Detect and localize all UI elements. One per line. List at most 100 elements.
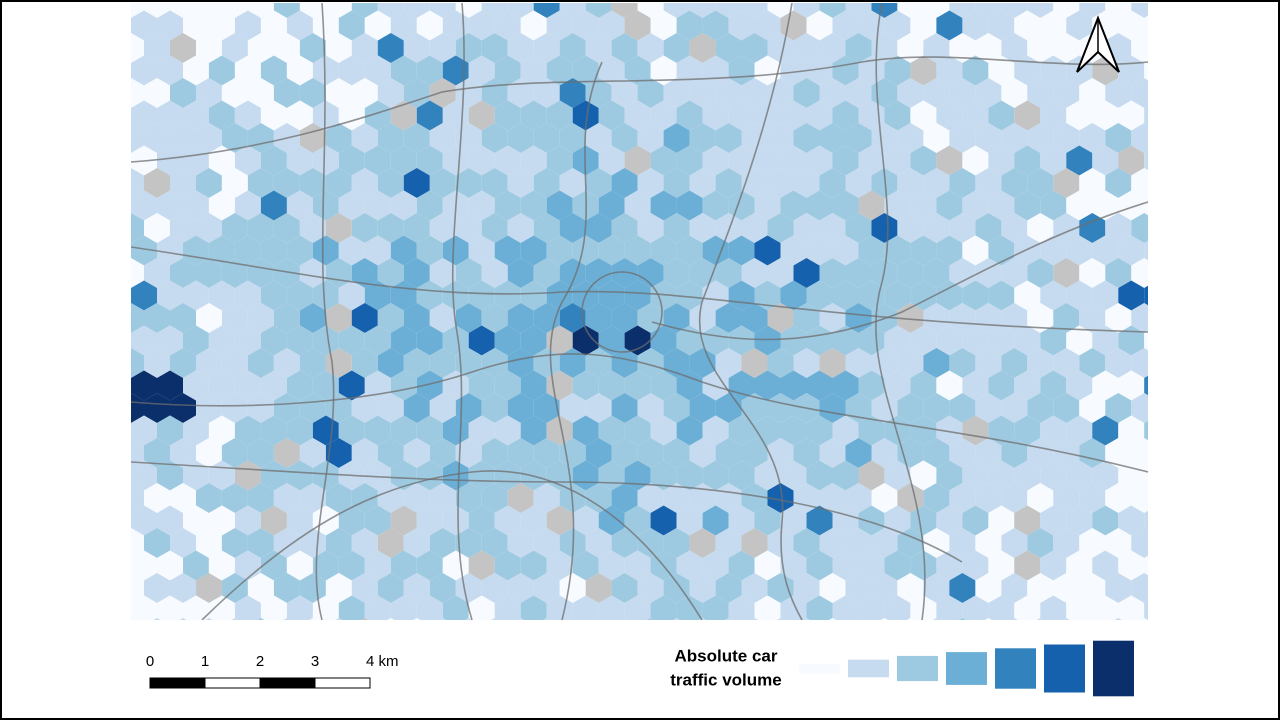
- hex-cell: [234, 595, 261, 620]
- hex-cell: [1157, 168, 1183, 198]
- hex-cell: [312, 280, 339, 311]
- hex-cell: [793, 168, 820, 198]
- hex-cell: [196, 213, 222, 243]
- hex-cell: [572, 550, 599, 581]
- hex-cell: [1079, 393, 1106, 423]
- hex-cell: [364, 280, 391, 311]
- hex-cell: [157, 100, 183, 131]
- hex-cell: [676, 415, 703, 446]
- hex-cell: [1092, 190, 1119, 221]
- hex-cell: [455, 33, 482, 63]
- hex-cell: [494, 550, 521, 581]
- hex-cell: [338, 280, 365, 311]
- hex-cell: [1027, 573, 1054, 603]
- hex-cell: [1170, 236, 1196, 266]
- hex-cell: [429, 123, 456, 153]
- hex-cell: [845, 123, 872, 153]
- hex-cell: [170, 303, 196, 333]
- hex-cell: [1027, 33, 1054, 63]
- hex-cell: [559, 303, 586, 333]
- road: [549, 61, 603, 620]
- hex-cell: [131, 168, 144, 198]
- hex-cell: [897, 213, 924, 243]
- hex-cell: [650, 190, 677, 221]
- hex-cell: [845, 78, 872, 108]
- hex-cell: [170, 168, 196, 198]
- hex-cell: [131, 213, 144, 243]
- hex-cell: [481, 168, 508, 198]
- hex-cell: [663, 258, 690, 288]
- hex-cell: [715, 168, 742, 198]
- hex-cell: [196, 348, 222, 378]
- hex-cell: [572, 10, 599, 41]
- hex-cell: [845, 258, 872, 288]
- hex-cell: [611, 303, 638, 333]
- hex-cell: [1036, 618, 1044, 620]
- hex-cell: [338, 325, 365, 356]
- hex-cell: [1053, 483, 1080, 513]
- hex-cell: [884, 505, 911, 536]
- hex-cell: [325, 123, 352, 153]
- hex-cell: [663, 483, 690, 513]
- hex-cell: [598, 235, 625, 266]
- hex-cell-basemap: [468, 550, 495, 581]
- hex-cell: [858, 235, 885, 266]
- hex-cell: [338, 55, 365, 86]
- hex-cell: [663, 33, 690, 63]
- hex-cell: [481, 33, 508, 63]
- hex-cell: [585, 528, 612, 558]
- hex-cell: [377, 168, 404, 198]
- hex-cell: [780, 415, 807, 446]
- hex-cell: [624, 415, 651, 446]
- hex-cell: [806, 370, 833, 401]
- hex-cell: [481, 258, 508, 288]
- hex-cell: [611, 393, 638, 423]
- hex-cell: [988, 505, 1015, 536]
- hex-cell: [858, 55, 885, 86]
- hex-cell: [936, 235, 963, 266]
- hex-cell: [650, 415, 677, 446]
- hex-cell: [377, 78, 404, 108]
- hex-cell: [247, 168, 274, 198]
- hex-cell: [650, 55, 677, 86]
- hex-cell: [403, 33, 430, 63]
- hex-cell: [131, 303, 144, 333]
- hex-cell: [208, 595, 235, 620]
- hex-cell: [1040, 325, 1067, 356]
- hex-cell: [507, 438, 534, 468]
- hex-cell: [611, 78, 638, 108]
- hex-cell: [832, 415, 859, 446]
- hex-cell: [598, 505, 625, 536]
- hex-cell: [936, 505, 963, 536]
- hex-cell: [663, 213, 690, 243]
- hex-cell: [754, 550, 781, 581]
- hex-cell: [871, 438, 898, 468]
- hex-cell: [1001, 3, 1028, 18]
- hex-cell: [897, 573, 924, 603]
- road: [131, 56, 1148, 163]
- hex-cell: [624, 595, 651, 620]
- hex-cell: [819, 573, 846, 603]
- hex-cell: [715, 78, 742, 108]
- hex-cell: [481, 483, 508, 513]
- hex-cell: [1170, 326, 1196, 356]
- hex-cell: [1001, 78, 1028, 108]
- hex-cell: [273, 348, 300, 378]
- hex-cell: [1079, 483, 1106, 513]
- hex-cell: [286, 325, 313, 356]
- hex-cell: [1144, 195, 1148, 216]
- hex-cell: [884, 55, 911, 86]
- hex-cell: [364, 55, 391, 86]
- hex-cell: [507, 573, 534, 603]
- hex-cell: [884, 550, 911, 581]
- hex-cell: [858, 415, 885, 446]
- legend-swatch: [995, 648, 1036, 689]
- hex-cell: [260, 235, 287, 266]
- hex-cell: [507, 168, 534, 198]
- hex-cell: [465, 618, 473, 620]
- hex-cell: [131, 258, 144, 288]
- hex-cell: [507, 258, 534, 288]
- hex-cell: [1040, 145, 1067, 176]
- hex-cell: [585, 483, 612, 513]
- hex-cell: [221, 393, 248, 423]
